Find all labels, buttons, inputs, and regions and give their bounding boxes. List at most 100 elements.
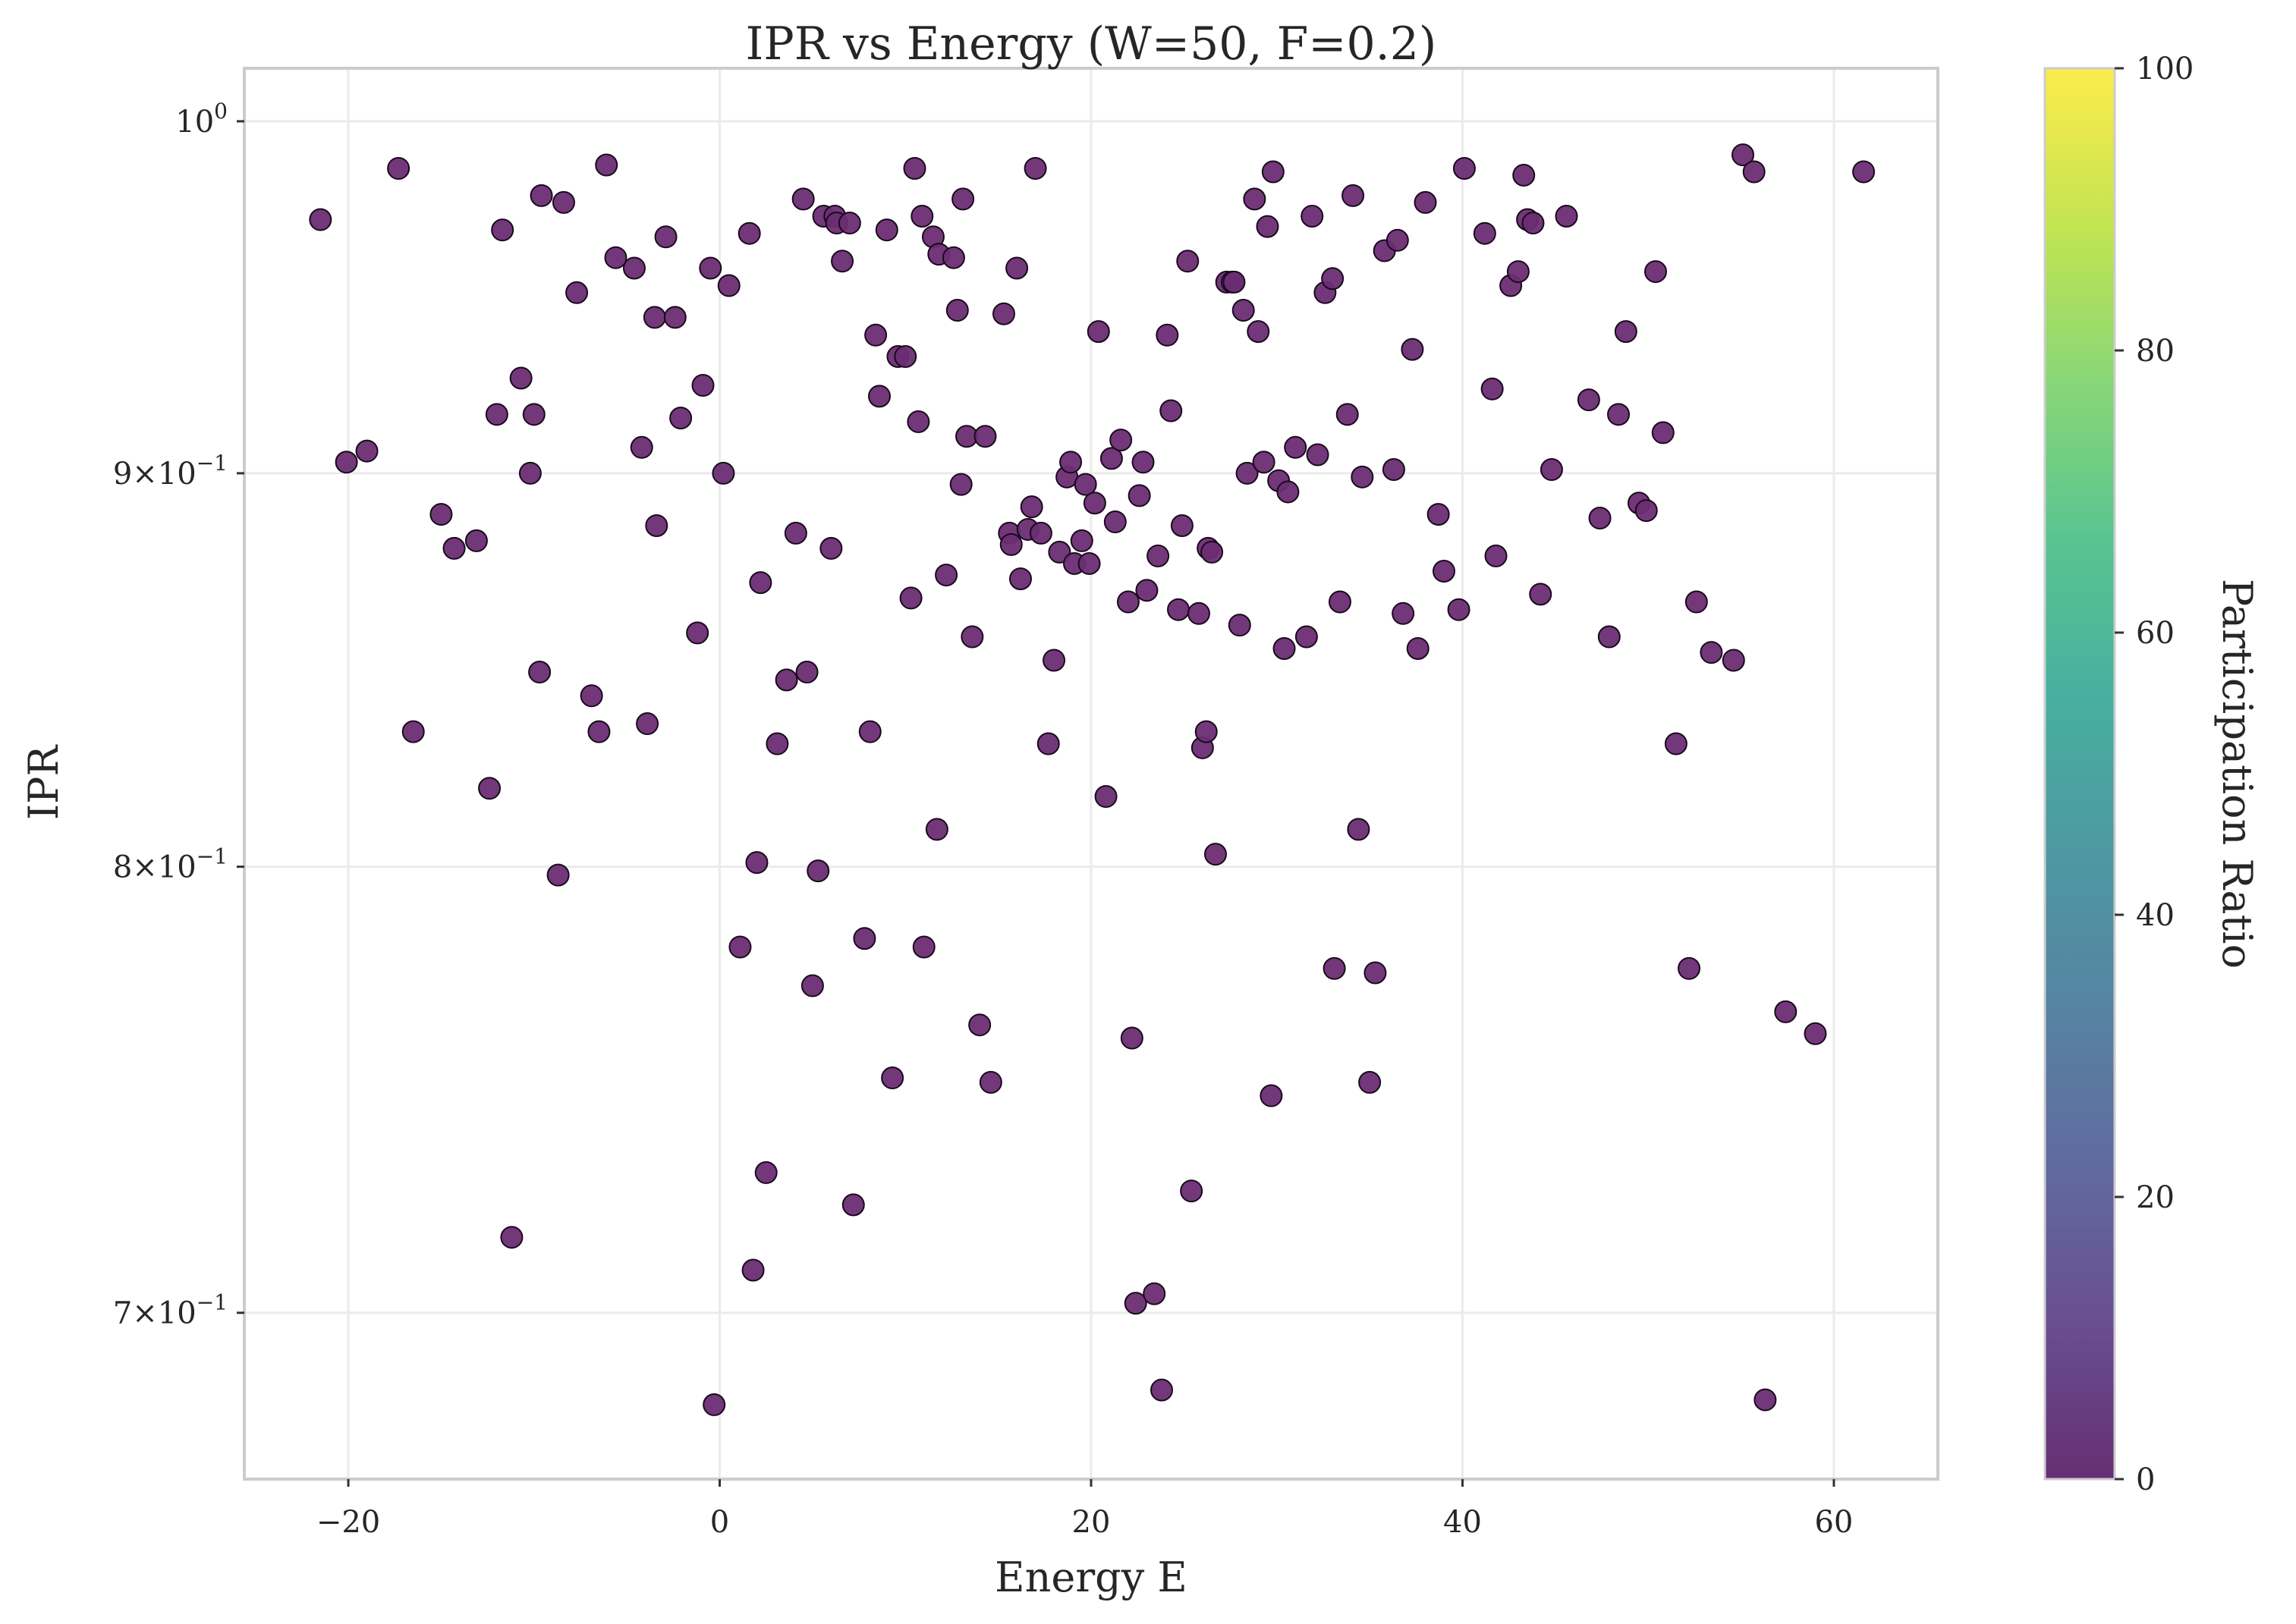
scatter-point bbox=[1143, 1282, 1166, 1305]
scatter-point bbox=[1414, 190, 1437, 214]
scatter-point bbox=[1235, 461, 1259, 485]
scatter-point bbox=[1577, 388, 1600, 412]
scatter-point bbox=[699, 256, 722, 280]
scatter-point bbox=[1150, 1378, 1173, 1402]
scatter-point bbox=[522, 403, 546, 426]
scatter-point bbox=[1335, 403, 1359, 426]
scatter-point bbox=[1024, 156, 1047, 180]
scatter-point bbox=[1156, 323, 1179, 347]
scatter-point bbox=[1176, 250, 1200, 273]
scatter-point bbox=[1094, 785, 1118, 809]
scatter-point bbox=[745, 851, 769, 875]
scatter-point bbox=[491, 218, 514, 242]
scatter-point bbox=[819, 536, 843, 560]
chart-title: IPR vs Energy (W=50, F=0.2) bbox=[746, 17, 1437, 71]
scatter-point bbox=[478, 777, 502, 800]
scatter-point bbox=[1382, 458, 1405, 482]
scatter-point bbox=[686, 621, 709, 645]
scatter-point bbox=[912, 935, 936, 959]
y-tick-label: 9×10−1 bbox=[113, 451, 228, 492]
scatter-point bbox=[1294, 625, 1318, 649]
scatter-point bbox=[754, 1161, 778, 1184]
scatter-point bbox=[1087, 320, 1110, 344]
colorbar-tick-label: 0 bbox=[2136, 1462, 2155, 1497]
scatter-point bbox=[1529, 583, 1552, 606]
scatter-point bbox=[1588, 507, 1612, 530]
scatter-point bbox=[387, 156, 410, 180]
scatter-point bbox=[784, 521, 807, 545]
scatter-point bbox=[1120, 1026, 1143, 1050]
scatter-point bbox=[1341, 184, 1365, 207]
scatter-point bbox=[630, 435, 653, 459]
scatter-point bbox=[1731, 143, 1755, 167]
scatter-point bbox=[1170, 514, 1194, 537]
scatter-point bbox=[636, 712, 659, 736]
scatter-point bbox=[703, 1393, 726, 1416]
scatter-point bbox=[654, 225, 678, 249]
scatter-point bbox=[1228, 614, 1251, 637]
scatter-point bbox=[1852, 160, 1876, 184]
scatter-point bbox=[1540, 458, 1563, 482]
scatter-point bbox=[595, 153, 618, 177]
scatter-point bbox=[528, 661, 552, 684]
colorbar-tick-label: 100 bbox=[2136, 52, 2194, 86]
y-tick-label: 100 bbox=[175, 99, 228, 140]
scatter-point bbox=[1644, 260, 1667, 284]
scatter-point bbox=[587, 720, 611, 743]
scatter-point bbox=[1109, 429, 1133, 452]
scatter-point bbox=[1187, 602, 1210, 625]
scatter-point bbox=[979, 1070, 1002, 1094]
scatter-point bbox=[464, 529, 488, 552]
scatter-point bbox=[1512, 163, 1536, 187]
scatter-point bbox=[968, 1013, 992, 1037]
scatter-point bbox=[1323, 956, 1346, 980]
scatter-point bbox=[1684, 590, 1708, 614]
scatter-point bbox=[1070, 529, 1093, 552]
scatter-point bbox=[1392, 602, 1415, 625]
scatter-point bbox=[1124, 1292, 1147, 1315]
scatter-point bbox=[1074, 473, 1097, 496]
scatter-point bbox=[1260, 1084, 1283, 1107]
scatter-point bbox=[485, 403, 508, 426]
scatter-point bbox=[1261, 160, 1285, 184]
scatter-point bbox=[1385, 228, 1409, 252]
scatter-point bbox=[858, 720, 882, 743]
scatter-point bbox=[738, 221, 761, 245]
scatter-point bbox=[1146, 544, 1170, 567]
x-tick-label: 20 bbox=[1072, 1505, 1111, 1540]
gridlines bbox=[244, 68, 1938, 1479]
scatter-point bbox=[1203, 843, 1227, 866]
scatter-point bbox=[530, 184, 553, 207]
scatter-point bbox=[766, 732, 789, 755]
scatter-point bbox=[1301, 204, 1324, 228]
scatter-point bbox=[663, 306, 687, 329]
scatter-point bbox=[355, 439, 379, 463]
scatter-point bbox=[643, 306, 666, 329]
scatter-point bbox=[1351, 465, 1374, 488]
scatter-point bbox=[1328, 590, 1351, 614]
scatter-point bbox=[1009, 567, 1032, 591]
scatter-point bbox=[1059, 451, 1083, 474]
colorbar-label: Participation Ratio bbox=[2213, 579, 2261, 969]
scatter-point bbox=[791, 187, 815, 211]
scatter-point bbox=[1200, 540, 1224, 564]
scatter-point bbox=[565, 281, 589, 304]
scatter-point bbox=[429, 503, 453, 526]
scatter-point bbox=[1029, 521, 1052, 545]
scatter-point bbox=[795, 661, 819, 684]
scatter-point bbox=[1753, 1388, 1777, 1412]
y-tick-label: 7×10−1 bbox=[113, 1290, 228, 1331]
scatter-point bbox=[973, 425, 997, 448]
scatter-point bbox=[1272, 636, 1296, 660]
scatter-point bbox=[1480, 377, 1504, 401]
scatter-point bbox=[1180, 1180, 1203, 1203]
data-points bbox=[309, 143, 1876, 1416]
scatter-point bbox=[1043, 649, 1066, 672]
scatter-point bbox=[1774, 1000, 1797, 1023]
scatter-point bbox=[1664, 732, 1687, 755]
scatter-point bbox=[1447, 598, 1470, 621]
colorbar-tick-label: 20 bbox=[2136, 1180, 2175, 1215]
scatter-point bbox=[509, 366, 533, 390]
scatter-point bbox=[1284, 435, 1307, 459]
scatter-point bbox=[903, 156, 926, 180]
